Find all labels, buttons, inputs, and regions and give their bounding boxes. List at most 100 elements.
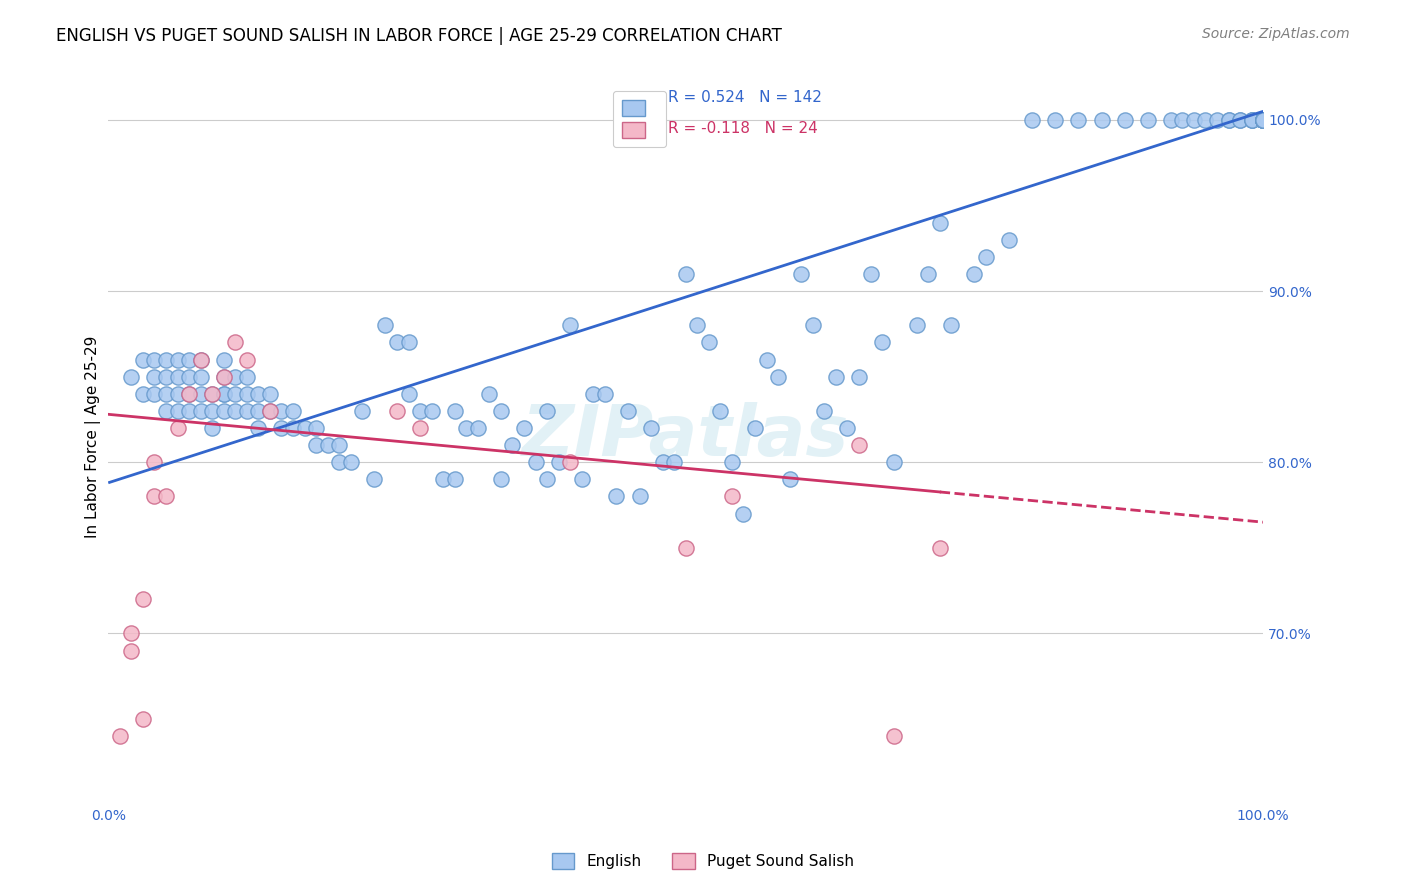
Point — [536, 404, 558, 418]
Legend: English, Puget Sound Salish: English, Puget Sound Salish — [546, 847, 860, 875]
Point — [1067, 112, 1090, 127]
Point — [733, 507, 755, 521]
Point — [177, 386, 200, 401]
Point — [212, 352, 235, 367]
Point — [1218, 112, 1240, 127]
Point — [166, 369, 188, 384]
Point — [190, 404, 212, 418]
Point — [443, 404, 465, 418]
Point — [224, 386, 246, 401]
Point — [1251, 112, 1274, 127]
Point — [374, 318, 396, 333]
Point — [779, 472, 801, 486]
Point — [166, 352, 188, 367]
Point — [1251, 112, 1274, 127]
Point — [709, 404, 731, 418]
Point — [524, 455, 547, 469]
Point — [236, 369, 259, 384]
Point — [166, 421, 188, 435]
Point — [766, 369, 789, 384]
Point — [617, 404, 640, 418]
Point — [143, 386, 166, 401]
Point — [132, 352, 155, 367]
Point — [259, 404, 281, 418]
Point — [177, 369, 200, 384]
Point — [177, 404, 200, 418]
Point — [1229, 112, 1251, 127]
Point — [859, 267, 882, 281]
Point — [190, 386, 212, 401]
Point — [651, 455, 673, 469]
Point — [190, 369, 212, 384]
Point — [420, 404, 443, 418]
Point — [1218, 112, 1240, 127]
Point — [513, 421, 536, 435]
Point — [1136, 112, 1159, 127]
Point — [825, 369, 848, 384]
Point — [143, 352, 166, 367]
Point — [212, 386, 235, 401]
Point — [721, 455, 744, 469]
Point — [664, 455, 686, 469]
Point — [883, 729, 905, 743]
Point — [212, 404, 235, 418]
Point — [1090, 112, 1112, 127]
Point — [177, 352, 200, 367]
Text: R = 0.524   N = 142: R = 0.524 N = 142 — [668, 89, 823, 104]
Point — [813, 404, 835, 418]
Point — [166, 386, 188, 401]
Point — [409, 421, 432, 435]
Point — [744, 421, 766, 435]
Point — [166, 404, 188, 418]
Legend: , : , — [613, 91, 666, 147]
Point — [212, 386, 235, 401]
Point — [316, 438, 339, 452]
Point — [1251, 112, 1274, 127]
Point — [1171, 112, 1194, 127]
Point — [281, 421, 304, 435]
Point — [1251, 112, 1274, 127]
Point — [536, 472, 558, 486]
Point — [1251, 112, 1274, 127]
Point — [190, 352, 212, 367]
Point — [848, 438, 870, 452]
Point — [790, 267, 813, 281]
Point — [270, 404, 292, 418]
Point — [120, 643, 142, 657]
Point — [1182, 112, 1205, 127]
Point — [409, 404, 432, 418]
Point — [385, 404, 408, 418]
Point — [247, 386, 270, 401]
Point — [143, 490, 166, 504]
Point — [259, 386, 281, 401]
Point — [456, 421, 478, 435]
Point — [963, 267, 986, 281]
Point — [155, 369, 177, 384]
Point — [501, 438, 523, 452]
Point — [640, 421, 662, 435]
Point — [143, 369, 166, 384]
Point — [883, 455, 905, 469]
Point — [247, 421, 270, 435]
Point — [1251, 112, 1274, 127]
Point — [224, 369, 246, 384]
Point — [1021, 112, 1043, 127]
Point — [478, 386, 501, 401]
Text: ENGLISH VS PUGET SOUND SALISH IN LABOR FORCE | AGE 25-29 CORRELATION CHART: ENGLISH VS PUGET SOUND SALISH IN LABOR F… — [56, 27, 782, 45]
Point — [363, 472, 385, 486]
Point — [1045, 112, 1067, 127]
Point — [1240, 112, 1263, 127]
Point — [339, 455, 361, 469]
Point — [675, 541, 697, 555]
Point — [247, 404, 270, 418]
Point — [385, 335, 408, 350]
Point — [328, 455, 350, 469]
Point — [294, 421, 316, 435]
Point — [398, 335, 420, 350]
Point — [941, 318, 963, 333]
Point — [120, 369, 142, 384]
Point — [236, 404, 259, 418]
Y-axis label: In Labor Force | Age 25-29: In Labor Force | Age 25-29 — [86, 335, 101, 538]
Point — [928, 541, 950, 555]
Point — [905, 318, 928, 333]
